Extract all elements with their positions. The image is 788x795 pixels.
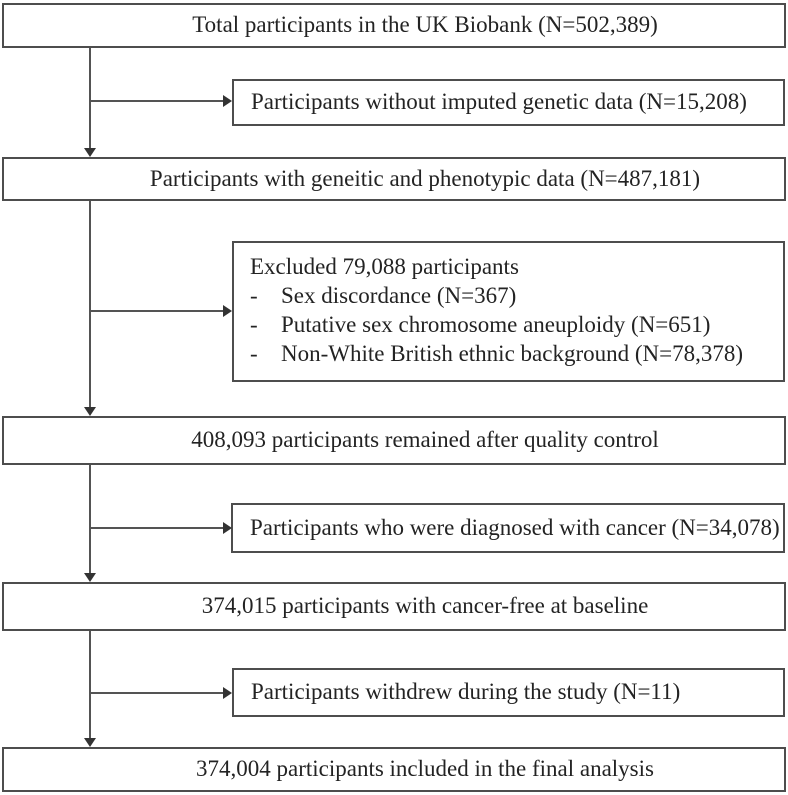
connector-horizontal-3 (90, 527, 223, 529)
flow-box-excluded-item: - Putative sex chromosome aneuploidy (N=… (250, 310, 767, 339)
connector-horizontal-4 (90, 692, 223, 694)
bullet-dash: - (250, 283, 258, 308)
flow-box-excluded-item: - Non-White British ethnic background (N… (250, 339, 767, 368)
connector-vertical-2 (89, 201, 91, 408)
connector-horizontal-1 (90, 100, 223, 102)
bullet-dash: - (250, 341, 258, 366)
flow-box-total-participants-label: Total participants in the UK Biobank (N=… (192, 12, 658, 38)
arrowhead-down-icon (84, 738, 96, 747)
flow-box-excluded-item: - Sex discordance (N=367) (250, 281, 767, 310)
bullet-dash: - (250, 312, 258, 337)
connector-vertical-4 (89, 631, 91, 739)
flow-box-no-imputed-data: Participants without imputed genetic dat… (232, 79, 785, 126)
flow-box-quality-control-label: 408,093 participants remained after qual… (191, 427, 659, 453)
arrowhead-right-icon (223, 522, 232, 534)
flow-box-excluded-item-label: Non-White British ethnic background (N=7… (281, 341, 744, 366)
arrowhead-right-icon (223, 305, 232, 317)
flow-box-excluded-title: Excluded 79,088 participants (250, 254, 519, 279)
flow-box-cancer-diagnosed-label: Participants who were diagnosed with can… (250, 514, 780, 540)
flow-box-excluded-item-label: Sex discordance (N=367) (281, 283, 517, 308)
flow-box-genetic-phenotypic-label: Participants with geneitic and phenotypi… (149, 165, 701, 191)
flow-box-cancer-free-label: 374,015 participants with cancer-free at… (201, 593, 649, 619)
arrowhead-right-icon (223, 687, 232, 699)
connector-vertical-1 (89, 48, 91, 149)
flow-box-withdrew-label: Participants withdrew during the study (… (251, 679, 681, 705)
flow-box-excluded-item-label: Putative sex chromosome aneuploidy (N=65… (281, 312, 711, 337)
flow-box-cancer-diagnosed: Participants who were diagnosed with can… (231, 503, 785, 553)
connector-vertical-3 (89, 465, 91, 574)
flow-box-cancer-free: 374,015 participants with cancer-free at… (2, 582, 786, 631)
flow-box-quality-control: 408,093 participants remained after qual… (2, 416, 786, 465)
connector-horizontal-2 (90, 310, 223, 312)
flow-box-no-imputed-data-label: Participants without imputed genetic dat… (251, 89, 747, 115)
flow-box-final-analysis: 374,004 participants included in the fin… (2, 747, 786, 792)
flow-box-excluded: Excluded 79,088 participants - Sex disco… (232, 241, 785, 382)
arrowhead-down-icon (84, 407, 96, 416)
arrowhead-right-icon (223, 95, 232, 107)
arrowhead-down-icon (84, 573, 96, 582)
flow-box-final-analysis-label: 374,004 participants included in the fin… (196, 756, 654, 782)
arrowhead-down-icon (84, 148, 96, 157)
flow-box-total-participants: Total participants in the UK Biobank (N=… (2, 3, 786, 48)
flow-box-genetic-phenotypic: Participants with geneitic and phenotypi… (2, 157, 786, 201)
flow-box-withdrew: Participants withdrew during the study (… (232, 668, 785, 717)
